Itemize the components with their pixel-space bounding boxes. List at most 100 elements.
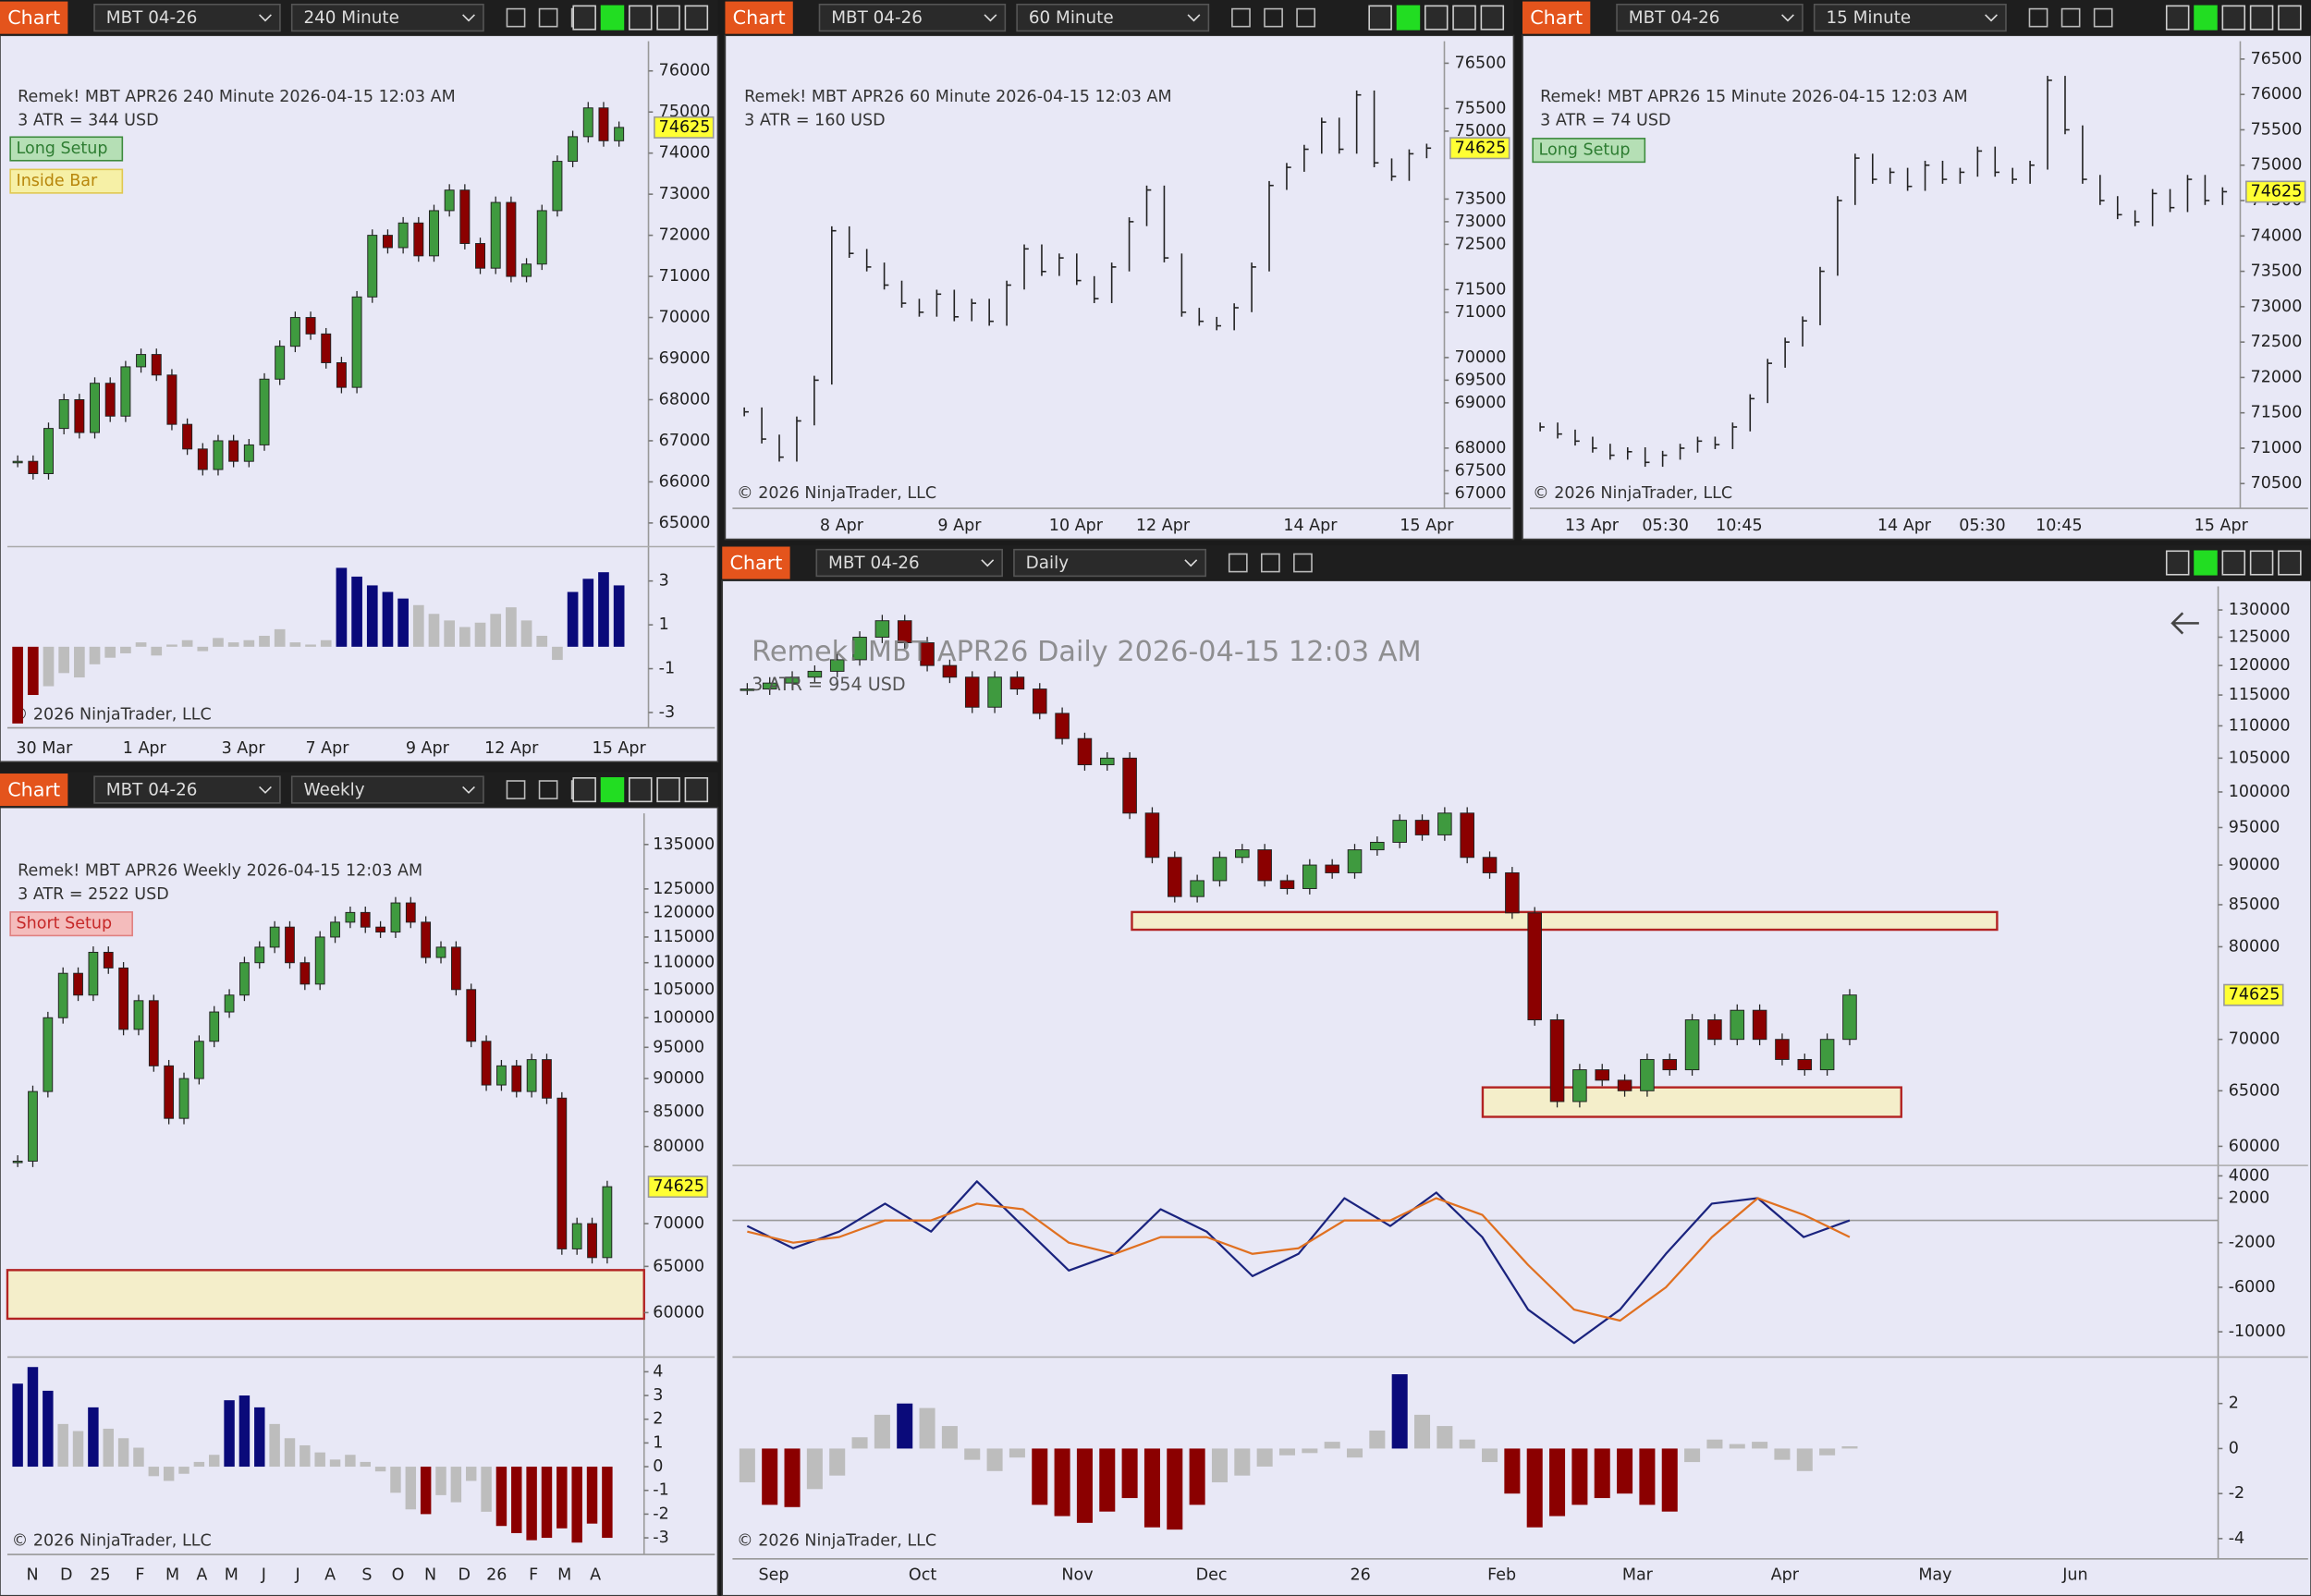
chart-menu-label[interactable]: Chart — [7, 778, 60, 800]
instrument-label[interactable]: MBT 04-26 — [106, 8, 198, 28]
window-button[interactable] — [2165, 5, 2190, 30]
window-button[interactable] — [572, 777, 596, 803]
candle — [1684, 1019, 1700, 1071]
interval-dropdown[interactable] — [1016, 3, 1210, 32]
candle — [151, 354, 162, 376]
candle — [444, 189, 455, 212]
y-tick-label: 70000 — [659, 309, 711, 327]
x-tick-label: A — [324, 1566, 336, 1584]
window-button[interactable] — [600, 777, 625, 803]
interval-dropdown[interactable] — [290, 3, 484, 32]
window-button[interactable] — [2221, 550, 2246, 576]
window-button[interactable] — [1396, 5, 1421, 30]
histogram-bar — [382, 591, 394, 647]
interval-label[interactable]: 15 Minute — [1826, 8, 1911, 28]
tool-icon[interactable] — [2028, 7, 2048, 28]
instrument-dropdown[interactable] — [1616, 3, 1804, 32]
instrument-label[interactable]: MBT 04-26 — [1629, 8, 1720, 28]
candle — [1842, 994, 1857, 1041]
window-button[interactable] — [2194, 5, 2218, 30]
interval-label[interactable]: Daily — [1026, 554, 1070, 573]
y-tick-label: 125000 — [2229, 627, 2291, 646]
window-button[interactable] — [2221, 5, 2246, 30]
tool-icon[interactable] — [1264, 7, 1283, 28]
tool-icon[interactable] — [1293, 553, 1313, 573]
back-arrow[interactable] — [2170, 612, 2199, 635]
chart-menu-button[interactable] — [0, 774, 68, 807]
candle — [360, 911, 371, 928]
candle — [1549, 1019, 1565, 1103]
histogram-bar — [227, 642, 239, 647]
window-button[interactable] — [656, 777, 680, 803]
histogram-bar — [224, 1400, 235, 1468]
setup-tag — [9, 136, 124, 162]
window-button[interactable] — [2249, 550, 2274, 576]
histogram-bar — [197, 646, 209, 652]
candle — [1752, 1009, 1767, 1041]
chart-menu-label[interactable]: Chart — [733, 6, 786, 29]
window-button[interactable] — [2194, 550, 2218, 576]
tool-icon[interactable] — [538, 780, 558, 799]
histogram-bar — [305, 644, 316, 647]
chart-info: Remek! MBT APR26 Daily 2026-04-15 12:03 … — [752, 636, 1422, 668]
interval-label[interactable]: Weekly — [303, 780, 364, 799]
chart-menu-label[interactable]: Chart — [1530, 6, 1583, 29]
chart-menu-label[interactable]: Chart — [7, 6, 60, 29]
window-button[interactable] — [656, 5, 680, 30]
window-button[interactable] — [572, 5, 596, 30]
window-button[interactable] — [629, 777, 653, 803]
chart-menu-button[interactable] — [1522, 1, 1591, 34]
y-tick-label: 73500 — [2251, 262, 2303, 281]
tool-icon[interactable] — [506, 7, 526, 28]
tool-icon[interactable] — [2093, 7, 2113, 28]
window-button[interactable] — [2249, 5, 2274, 30]
window-button[interactable] — [2278, 550, 2302, 576]
window-button[interactable] — [1424, 5, 1449, 30]
instrument-dropdown[interactable] — [818, 3, 1007, 32]
histogram-bar — [511, 1467, 522, 1533]
instrument-dropdown[interactable] — [815, 548, 1003, 578]
interval-dropdown[interactable] — [1813, 3, 2007, 32]
tool-icon[interactable] — [1228, 553, 1248, 573]
instrument-label[interactable]: MBT 04-26 — [831, 8, 923, 28]
y-tick-label: 73000 — [1455, 213, 1507, 231]
tool-icon[interactable] — [1231, 7, 1251, 28]
tool-icon[interactable] — [1296, 7, 1315, 28]
histogram-bar — [420, 1467, 432, 1515]
tool-icon[interactable] — [1260, 553, 1280, 573]
window-button[interactable] — [600, 5, 625, 30]
instrument-dropdown[interactable] — [93, 775, 281, 804]
candle — [74, 399, 85, 433]
chart-menu-button[interactable] — [0, 1, 68, 34]
histogram-bar — [536, 635, 548, 647]
chart-menu-button[interactable] — [725, 1, 793, 34]
interval-label[interactable]: 240 Minute — [303, 8, 398, 28]
tool-icon[interactable] — [506, 780, 526, 799]
window-button[interactable] — [1480, 5, 1505, 30]
chart-menu-label[interactable]: Chart — [729, 552, 782, 574]
tool-icon[interactable] — [2060, 7, 2081, 28]
window-button[interactable] — [629, 5, 653, 30]
tool-icon[interactable] — [538, 7, 558, 28]
y-tick-label: 110000 — [2229, 716, 2291, 735]
window-button[interactable] — [1452, 5, 1476, 30]
window-button[interactable] — [1368, 5, 1392, 30]
chart-menu-button[interactable] — [722, 546, 790, 579]
window-button[interactable] — [684, 5, 709, 30]
interval-dropdown[interactable] — [1013, 548, 1207, 578]
instrument-dropdown[interactable] — [93, 3, 281, 32]
window-button[interactable] — [2165, 550, 2190, 576]
candle — [305, 317, 316, 335]
histogram-bar — [1121, 1448, 1138, 1499]
window-button[interactable] — [684, 777, 709, 803]
instrument-label[interactable]: MBT 04-26 — [828, 554, 920, 573]
y-tick-label: 71000 — [2251, 439, 2303, 457]
y-tick-label: 73000 — [2251, 298, 2303, 316]
window-button[interactable] — [2278, 5, 2302, 30]
interval-label[interactable]: 60 Minute — [1029, 8, 1114, 28]
y-tick-label: 72500 — [1455, 235, 1507, 253]
histogram-bar — [1414, 1414, 1431, 1449]
instrument-label[interactable]: MBT 04-26 — [106, 780, 198, 799]
interval-dropdown[interactable] — [290, 775, 484, 804]
histogram-bar — [444, 620, 456, 647]
